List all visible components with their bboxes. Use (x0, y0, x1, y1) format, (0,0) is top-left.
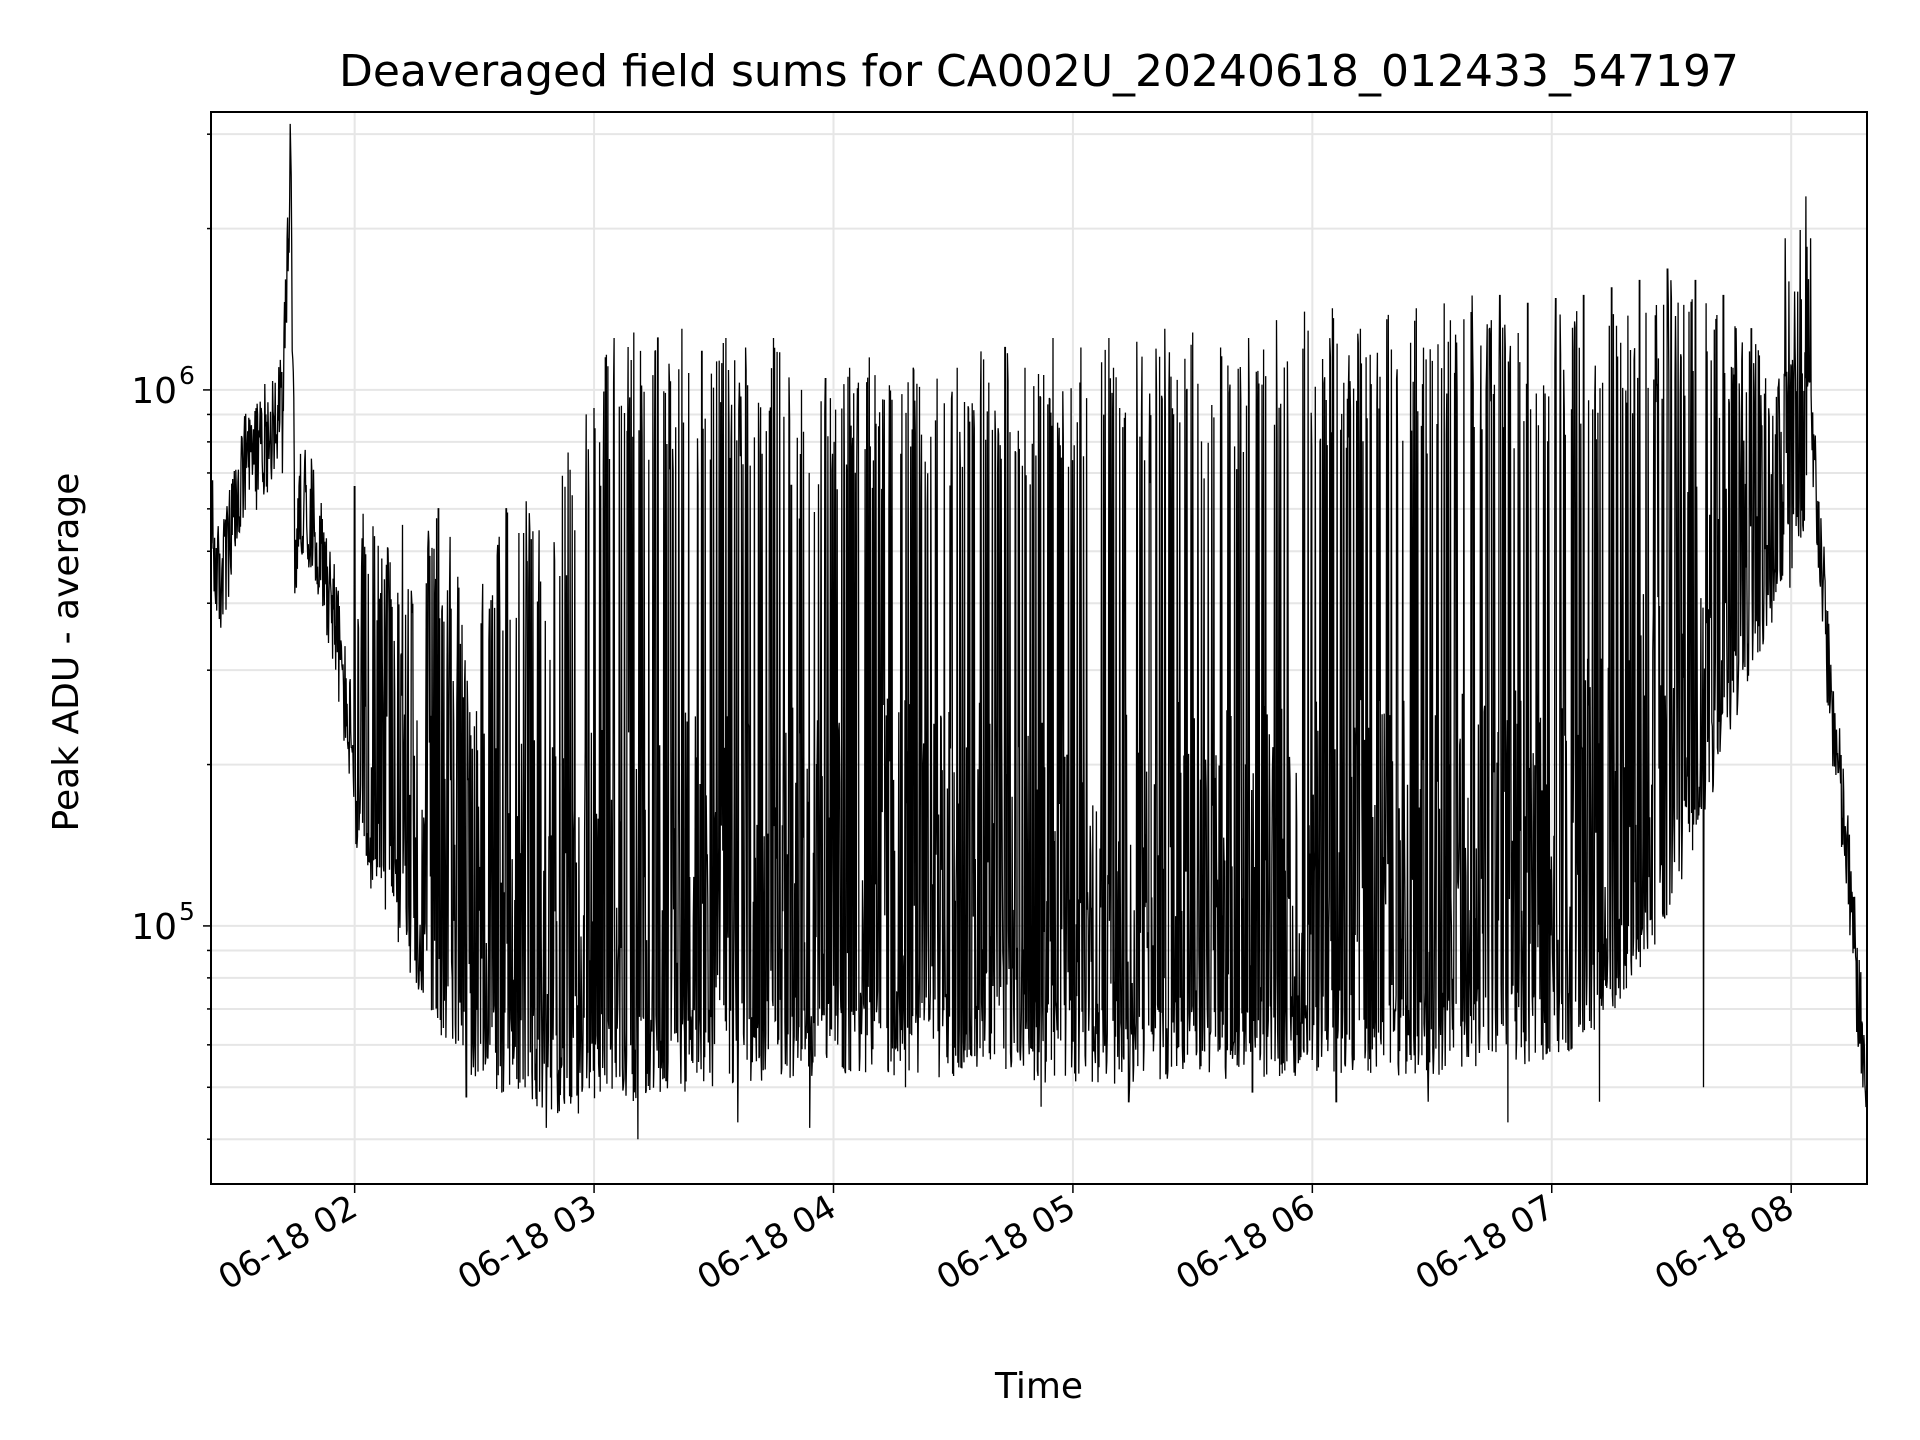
y-tick-label: 10 (131, 371, 177, 412)
x-tick-label: 06-18 02 (212, 1187, 364, 1298)
y-axis-label: Peak ADU - average (46, 473, 87, 832)
y-tick-exponent: 5 (179, 897, 195, 926)
x-axis: 06-18 02 06-18 03 06-18 04 06-18 05 06-18 06… (212, 1184, 1801, 1298)
x-tick-label: 06-18 06 (1169, 1187, 1321, 1298)
y-tick-exponent: 6 (179, 361, 195, 390)
x-tick-label: 06-18 04 (691, 1187, 843, 1298)
x-tick-label: 06-18 03 (451, 1187, 603, 1298)
series-path (210, 123, 1868, 1140)
x-tick-label: 06-18 05 (930, 1187, 1082, 1298)
y-tick-label: 10 (131, 907, 177, 948)
plot-frame (210, 111, 1868, 1185)
x-tick-label: 06-18 07 (1409, 1187, 1561, 1298)
chart-title: Deaveraged field sums for CA002U_2024061… (339, 46, 1739, 97)
series-line (210, 123, 1868, 1140)
x-axis-label: Time (994, 1366, 1083, 1407)
x-tick-label: 06-18 08 (1648, 1187, 1800, 1298)
